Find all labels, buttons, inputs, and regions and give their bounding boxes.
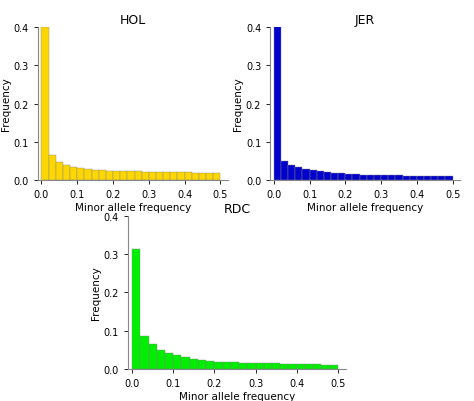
Bar: [99, 171, 106, 180]
Bar: [313, 365, 321, 369]
Bar: [417, 176, 424, 180]
Bar: [264, 364, 272, 369]
Bar: [84, 170, 91, 180]
Bar: [395, 176, 402, 180]
Bar: [106, 171, 113, 180]
Bar: [142, 172, 149, 180]
Bar: [324, 173, 331, 180]
Bar: [190, 359, 198, 369]
Bar: [173, 355, 182, 369]
Bar: [199, 173, 206, 180]
Bar: [120, 172, 128, 180]
Y-axis label: Frequency: Frequency: [91, 266, 101, 320]
Bar: [360, 175, 367, 180]
Bar: [91, 170, 99, 180]
Bar: [329, 365, 338, 369]
Bar: [353, 175, 360, 180]
Bar: [165, 353, 173, 369]
Bar: [374, 176, 381, 180]
Bar: [135, 172, 142, 180]
Bar: [128, 172, 135, 180]
Bar: [288, 166, 295, 180]
Bar: [198, 360, 206, 369]
Bar: [446, 176, 453, 180]
Bar: [410, 176, 417, 180]
Bar: [192, 173, 199, 180]
Bar: [305, 365, 313, 369]
Y-axis label: Frequency: Frequency: [1, 77, 11, 131]
Bar: [402, 176, 410, 180]
Bar: [113, 172, 120, 180]
Y-axis label: Frequency: Frequency: [233, 77, 243, 131]
Bar: [431, 176, 438, 180]
Bar: [367, 175, 374, 180]
Title: RDC: RDC: [223, 203, 251, 215]
Bar: [424, 176, 431, 180]
Bar: [280, 364, 288, 369]
Title: HOL: HOL: [119, 14, 146, 27]
Bar: [295, 168, 302, 180]
Bar: [140, 336, 148, 369]
Bar: [302, 170, 310, 180]
Bar: [345, 174, 353, 180]
Bar: [272, 364, 280, 369]
Bar: [274, 5, 281, 180]
Bar: [42, 28, 49, 180]
Bar: [163, 173, 170, 180]
X-axis label: Minor allele frequency: Minor allele frequency: [307, 202, 423, 212]
Bar: [156, 172, 163, 180]
Bar: [255, 363, 264, 369]
Bar: [388, 176, 395, 180]
Bar: [297, 365, 305, 369]
Bar: [170, 173, 177, 180]
Bar: [56, 162, 63, 180]
Bar: [281, 161, 288, 180]
Bar: [177, 173, 184, 180]
Bar: [63, 166, 70, 180]
Bar: [148, 344, 157, 369]
X-axis label: Minor allele frequency: Minor allele frequency: [179, 391, 295, 401]
Bar: [70, 168, 77, 180]
Bar: [338, 174, 345, 180]
Bar: [157, 350, 165, 369]
Bar: [317, 172, 324, 180]
Bar: [381, 176, 388, 180]
Bar: [214, 362, 223, 369]
Bar: [182, 358, 190, 369]
Bar: [247, 363, 255, 369]
Title: JER: JER: [355, 14, 375, 27]
Bar: [239, 363, 247, 369]
Bar: [149, 172, 156, 180]
Bar: [321, 365, 329, 369]
Bar: [77, 169, 84, 180]
Bar: [49, 156, 56, 180]
Bar: [223, 362, 231, 369]
Bar: [206, 361, 214, 369]
Bar: [310, 171, 317, 180]
Bar: [184, 173, 192, 180]
Bar: [206, 173, 213, 180]
Bar: [231, 363, 239, 369]
Bar: [132, 249, 140, 369]
Bar: [331, 174, 338, 180]
X-axis label: Minor allele frequency: Minor allele frequency: [74, 202, 191, 212]
Bar: [213, 174, 220, 180]
Bar: [288, 364, 297, 369]
Bar: [438, 176, 446, 180]
